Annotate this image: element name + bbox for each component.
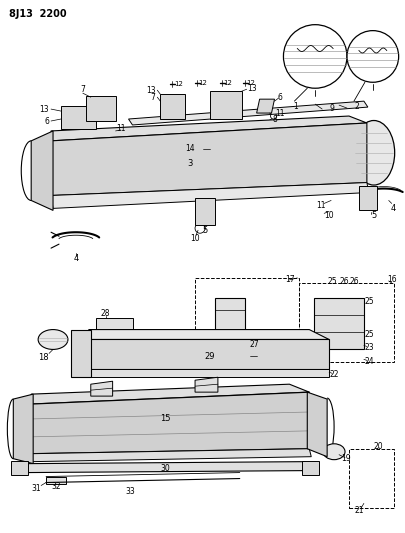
- Polygon shape: [31, 384, 309, 404]
- Text: 22: 22: [328, 370, 338, 379]
- Polygon shape: [160, 94, 185, 119]
- Text: 26: 26: [348, 277, 358, 286]
- Circle shape: [230, 314, 238, 321]
- Text: 9: 9: [328, 103, 333, 112]
- Ellipse shape: [38, 329, 68, 350]
- Circle shape: [270, 113, 276, 119]
- Polygon shape: [307, 392, 326, 457]
- Polygon shape: [51, 183, 368, 208]
- Circle shape: [194, 223, 205, 233]
- Polygon shape: [11, 461, 28, 474]
- Text: 29: 29: [204, 352, 215, 361]
- Polygon shape: [31, 449, 311, 462]
- Text: 19: 19: [340, 454, 350, 463]
- Text: 15: 15: [160, 415, 170, 423]
- Polygon shape: [313, 298, 363, 350]
- Circle shape: [220, 314, 228, 321]
- Text: 11: 11: [315, 201, 325, 210]
- Text: 28: 28: [101, 309, 110, 318]
- Text: 12: 12: [245, 80, 254, 86]
- Text: 6: 6: [44, 117, 49, 125]
- Text: 11: 11: [274, 109, 283, 118]
- Polygon shape: [51, 116, 366, 141]
- Text: 5: 5: [370, 211, 375, 220]
- Text: 23: 23: [363, 343, 373, 352]
- Ellipse shape: [352, 120, 394, 185]
- Text: 10: 10: [190, 233, 199, 243]
- Text: 8J13  2200: 8J13 2200: [9, 9, 67, 19]
- Polygon shape: [89, 329, 328, 340]
- Polygon shape: [358, 185, 376, 211]
- Text: 5: 5: [202, 226, 207, 235]
- Text: 7: 7: [150, 93, 155, 102]
- Polygon shape: [256, 99, 274, 113]
- Bar: [96, 318, 133, 340]
- Circle shape: [283, 25, 346, 88]
- Polygon shape: [26, 462, 307, 473]
- Text: 27: 27: [249, 340, 259, 349]
- Text: 25: 25: [363, 330, 373, 339]
- Text: 3: 3: [187, 159, 192, 168]
- Circle shape: [145, 429, 155, 439]
- Polygon shape: [51, 123, 366, 196]
- Bar: [46, 477, 66, 484]
- Polygon shape: [91, 381, 112, 396]
- Text: 25: 25: [363, 297, 373, 306]
- Text: 25: 25: [327, 277, 336, 286]
- Text: 13: 13: [247, 84, 257, 93]
- Text: 32: 32: [51, 482, 61, 491]
- Text: 21: 21: [353, 506, 363, 515]
- Circle shape: [360, 492, 372, 504]
- Text: 8: 8: [271, 115, 276, 124]
- Text: 11: 11: [115, 124, 125, 133]
- Text: 2: 2: [354, 102, 358, 111]
- Text: 13: 13: [39, 104, 49, 114]
- Polygon shape: [194, 198, 214, 225]
- Bar: [298, 283, 393, 362]
- Polygon shape: [13, 394, 33, 464]
- Circle shape: [346, 30, 398, 82]
- Ellipse shape: [322, 444, 344, 459]
- Text: 26: 26: [339, 277, 348, 286]
- Circle shape: [160, 351, 170, 361]
- Text: 20: 20: [373, 442, 383, 451]
- Text: 12: 12: [223, 80, 232, 86]
- Circle shape: [224, 350, 234, 359]
- Polygon shape: [31, 131, 53, 211]
- Text: 14: 14: [185, 144, 194, 154]
- Text: 16: 16: [386, 276, 396, 285]
- Polygon shape: [89, 369, 328, 377]
- Text: 1: 1: [292, 102, 297, 111]
- Circle shape: [190, 427, 200, 437]
- Polygon shape: [194, 377, 217, 392]
- Circle shape: [109, 129, 117, 137]
- Text: 4: 4: [390, 204, 395, 213]
- Text: 17: 17: [284, 276, 294, 285]
- Polygon shape: [214, 298, 244, 344]
- Polygon shape: [31, 392, 309, 454]
- Text: 30: 30: [160, 464, 170, 473]
- Circle shape: [314, 368, 322, 376]
- Text: 12: 12: [198, 80, 207, 86]
- Polygon shape: [89, 340, 328, 369]
- Text: 24: 24: [363, 357, 373, 366]
- Polygon shape: [61, 106, 96, 129]
- Polygon shape: [302, 461, 318, 474]
- Text: 6: 6: [276, 93, 281, 102]
- Polygon shape: [128, 101, 367, 125]
- Text: 12: 12: [173, 81, 182, 87]
- Polygon shape: [71, 329, 91, 377]
- Bar: [194, 278, 298, 352]
- Text: 7: 7: [80, 85, 85, 94]
- Text: 33: 33: [125, 487, 135, 496]
- Text: 13: 13: [145, 86, 155, 95]
- Text: 4: 4: [73, 254, 78, 263]
- Text: 18: 18: [38, 353, 48, 362]
- Bar: [348, 449, 393, 508]
- Text: 31: 31: [31, 484, 41, 493]
- Text: 10: 10: [324, 211, 333, 220]
- Polygon shape: [209, 91, 241, 119]
- Polygon shape: [85, 96, 115, 121]
